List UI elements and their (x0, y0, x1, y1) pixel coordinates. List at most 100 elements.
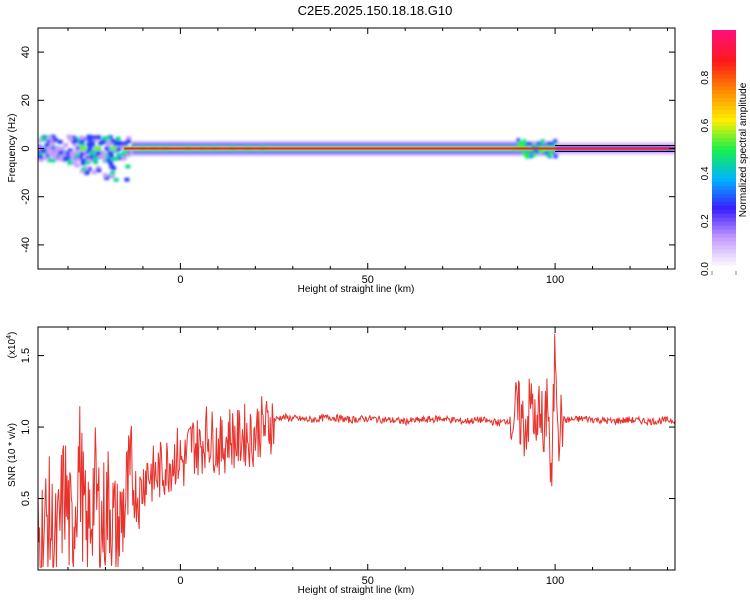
noise-cell (86, 142, 92, 147)
noise-cell (72, 142, 78, 147)
colorbar-cell (712, 53, 736, 59)
noise-cell (44, 143, 50, 148)
y-tick-label: 40 (20, 46, 32, 58)
noise-cell (125, 139, 131, 144)
colorbar-cell (712, 197, 736, 202)
noise-cell (73, 155, 79, 160)
noise-cell (47, 148, 53, 153)
noise-cell (106, 157, 112, 162)
burst-cell (518, 140, 523, 145)
burst-cell (537, 141, 542, 146)
colorbar-cell (712, 225, 736, 230)
noise-cell (98, 141, 104, 146)
noise-cell (85, 160, 91, 165)
colorbar-cell (712, 33, 736, 39)
noise-cell (69, 153, 75, 158)
noise-cell (98, 153, 104, 158)
colorbar-tick-label: 0.8 (700, 70, 711, 84)
colorbar-cell (712, 237, 736, 242)
noise-cell (124, 177, 130, 182)
colorbar-cell (712, 45, 736, 51)
noise-cell (57, 139, 63, 144)
spectrogram-ylabel: Frequency (Hz) (7, 114, 18, 183)
noise-cell (84, 168, 90, 173)
noise-cell (74, 158, 80, 163)
ridge-node (79, 146, 87, 151)
colorbar-cell (712, 89, 736, 95)
noise-cell (100, 139, 106, 144)
colorbar-cell (712, 37, 736, 43)
noise-cell (41, 156, 47, 161)
colorbar-cell (712, 213, 736, 218)
noise-cell (118, 142, 124, 147)
noise-cell (80, 158, 86, 163)
noise-cell (64, 152, 70, 157)
noise-cell (126, 152, 132, 157)
noise-cell (80, 161, 86, 166)
noise-cell (116, 152, 122, 157)
burst-cell (545, 152, 550, 157)
noise-cell (103, 157, 109, 162)
spectrogram-ticks: 0 50 100 -40 -20 0 20 40 (20, 28, 675, 286)
noise-cell (81, 167, 87, 172)
noise-cell (88, 152, 94, 157)
noise-cell (77, 155, 83, 160)
colorbar-cell (712, 49, 736, 55)
noise-cell (122, 141, 128, 146)
noise-cell (126, 136, 132, 141)
noise-cell (50, 158, 56, 163)
noise-cell (74, 163, 80, 168)
colorbar-cell (712, 61, 736, 67)
noise-cell (79, 151, 85, 156)
colorbar-cell (712, 97, 736, 103)
noise-cell (52, 137, 58, 142)
noise-cell (122, 149, 128, 154)
colorbar-cell (712, 177, 736, 182)
colorbar-cell (712, 229, 736, 234)
colorbar-cell (712, 65, 736, 71)
x-tick-label: 100 (546, 575, 564, 587)
noise-cell (42, 135, 48, 140)
colorbar-cell (712, 77, 736, 83)
y-tick-label: 0 (20, 145, 32, 151)
burst-cell (538, 149, 543, 154)
noise-cell (110, 174, 116, 179)
burst-cell (545, 150, 550, 155)
noise-cell (79, 139, 85, 144)
noise-cell (91, 170, 97, 175)
colorbar-ticks: 0.0 0.2 0.4 0.6 0.8 (700, 70, 737, 276)
noise-cell (63, 143, 69, 148)
noise-cell (89, 140, 95, 145)
noise-cell (66, 134, 72, 139)
snr-series-line (38, 333, 675, 568)
colorbar-tick-label: 0.0 (700, 262, 711, 276)
x-tick-label: 0 (177, 274, 183, 286)
colorbar-cell (712, 241, 736, 246)
snr-xlabel: Height of straight line (km) (298, 585, 415, 596)
noise-cell (95, 165, 101, 170)
burst-cell (528, 142, 533, 147)
noise-cell (38, 157, 44, 162)
colorbar-cell (712, 41, 736, 47)
colorbar-cell (712, 145, 736, 150)
noise-cell (84, 171, 90, 176)
snr-ylabel: SNR (10 * v/v) (7, 423, 18, 487)
x-tick-label: 100 (546, 274, 564, 286)
noise-cell (47, 158, 53, 163)
noise-cell (86, 158, 92, 163)
y-tick-label: -20 (20, 189, 32, 205)
noise-cell (50, 134, 56, 139)
noise-cell (115, 136, 121, 141)
noise-cell (72, 138, 78, 143)
burst-cell (547, 141, 552, 146)
colorbar-cell (712, 137, 736, 143)
noise-cell (49, 141, 55, 146)
snr-ticks: 0 50 100 0.5 1.0 1.5 (20, 327, 675, 587)
burst-cell (532, 152, 537, 157)
noise-cell (109, 141, 115, 146)
colorbar-cell (712, 261, 736, 266)
spectrogram-panel: 0 50 100 -40 -20 0 20 40 Height of straight lin… (7, 27, 676, 295)
snr-frame (37, 326, 676, 571)
noise-cell (47, 139, 53, 144)
